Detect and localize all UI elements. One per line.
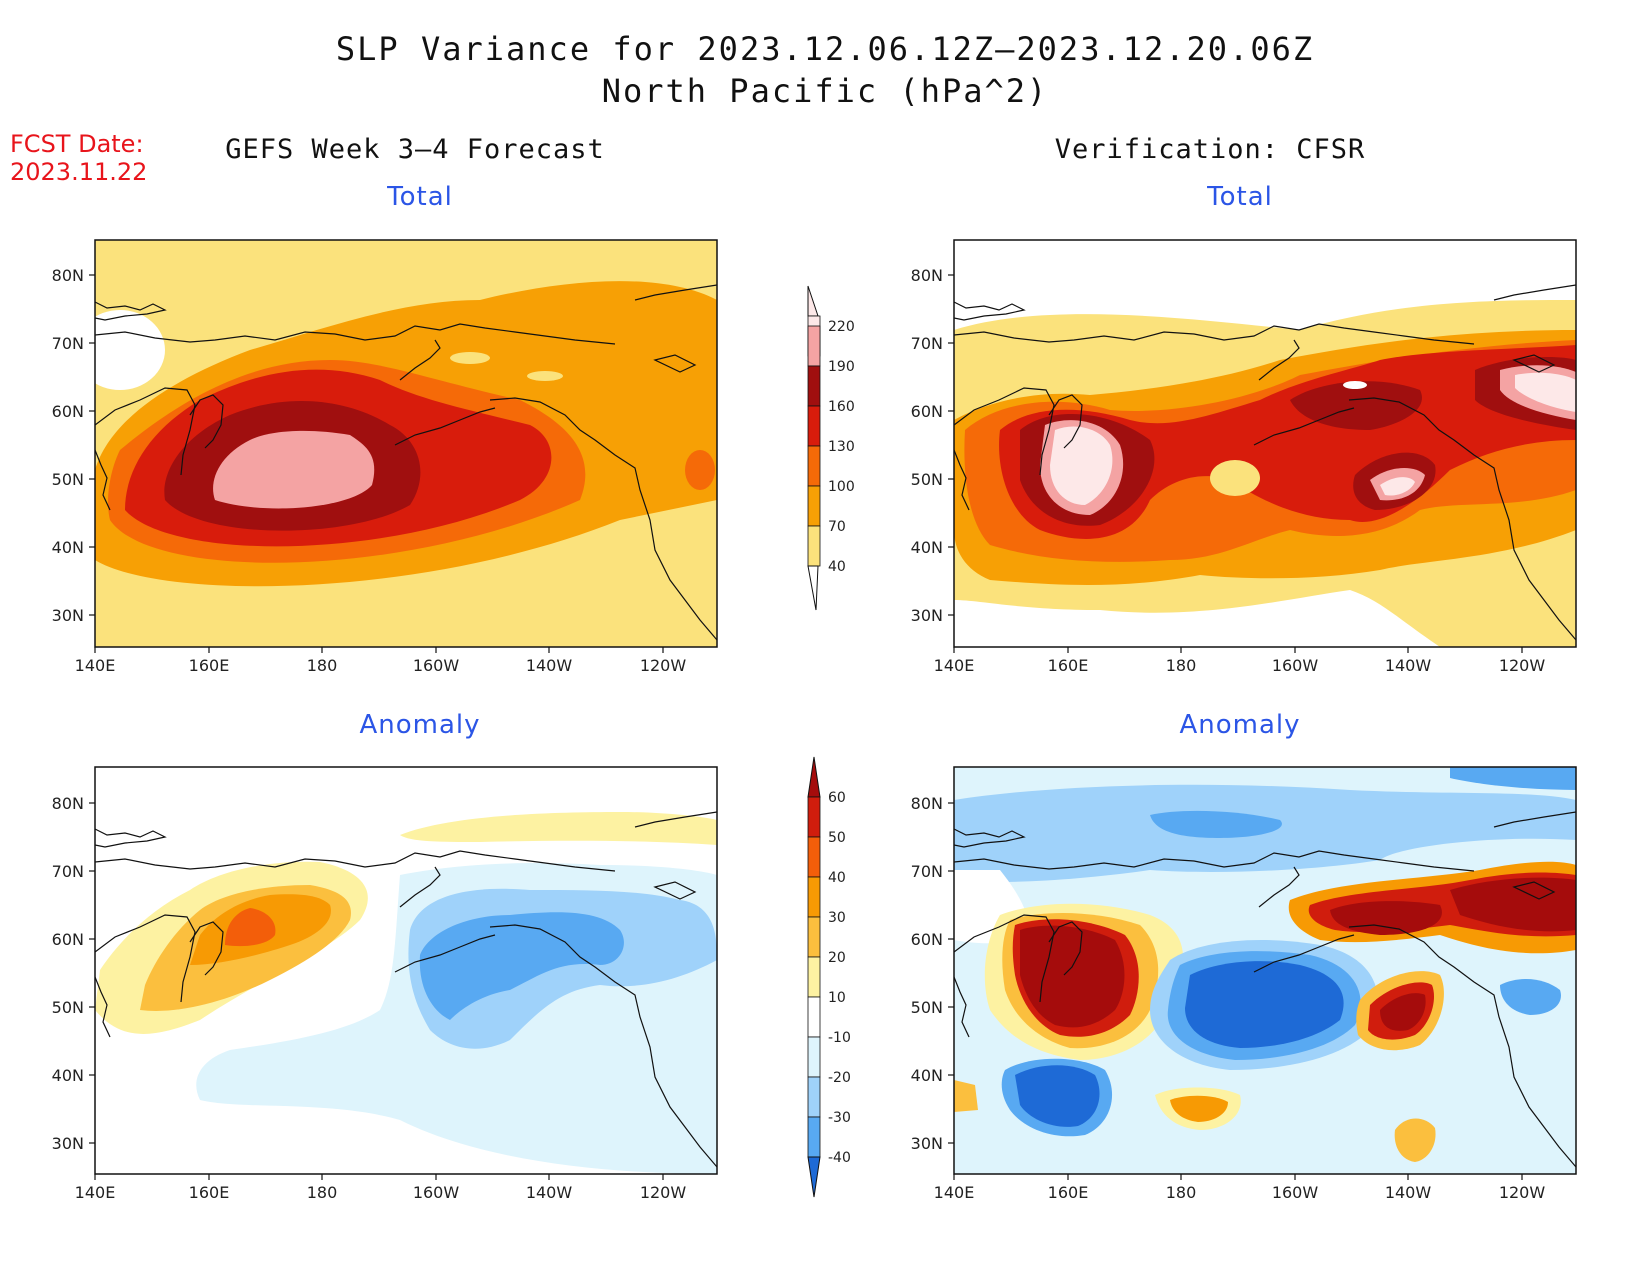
- map-panel-forecast-total: [95, 240, 717, 647]
- colorbar-total-label: 160: [828, 399, 855, 415]
- lat-label: 60N: [911, 402, 943, 421]
- lon-label: 140E: [934, 1183, 975, 1202]
- left-column-title: GEFS Week 3–4 Forecast: [225, 134, 605, 165]
- lat-label: 70N: [52, 334, 84, 353]
- right-column-title: Verification: CFSR: [1054, 134, 1366, 165]
- fcst-date: 2023.11.22: [10, 158, 148, 186]
- colorbar-anomaly-label: -30: [828, 1110, 851, 1126]
- colorbar-total-label: 190: [828, 359, 855, 375]
- lat-label: 80N: [911, 266, 943, 285]
- lon-label: 140E: [75, 1183, 116, 1202]
- top-left-subtitle: Total: [387, 182, 453, 212]
- map-panel-verification-anomaly: [954, 767, 1576, 1174]
- lon-label: 140W: [1385, 1183, 1432, 1202]
- top-right-subtitle: Total: [1207, 182, 1273, 212]
- colorbar-total: 220 190 160 130 100 70 40: [807, 285, 855, 611]
- lat-label: 50N: [52, 470, 84, 489]
- colorbar-total-label: 70: [828, 519, 846, 535]
- figure-title-line2: North Pacific (hPa^2): [601, 72, 1049, 110]
- colorbar-anomaly: 60 50 40 30 20 10 -10 -20 -30 -40: [807, 756, 851, 1198]
- colorbar-anomaly-label: -10: [828, 1030, 851, 1046]
- colorbar-anomaly-label: 30: [828, 910, 846, 926]
- map-frame-bottom-right: [953, 766, 1577, 1175]
- lon-label: 160E: [189, 1183, 230, 1202]
- lon-label: 160E: [1048, 656, 1089, 675]
- lat-label: 80N: [52, 794, 84, 813]
- lat-label: 80N: [52, 266, 84, 285]
- map-frame-top-right: [953, 239, 1577, 648]
- lon-label: 160W: [413, 1183, 460, 1202]
- fcst-label: FCST Date:: [10, 130, 144, 158]
- map-frame-bottom-left: [94, 766, 718, 1175]
- colorbar-anomaly-label: 60: [828, 790, 846, 806]
- lat-label: 70N: [911, 334, 943, 353]
- lat-label: 50N: [911, 998, 943, 1017]
- bottom-right-subtitle: Anomaly: [1179, 710, 1301, 740]
- map-panel-verification-total: [954, 240, 1576, 647]
- lon-label: 140E: [75, 656, 116, 675]
- lat-label: 40N: [911, 538, 943, 557]
- map-frame-top-left: [94, 239, 718, 648]
- colorbar-anomaly-label: 40: [828, 870, 846, 886]
- lon-label: 120W: [1499, 656, 1546, 675]
- lat-label: 60N: [52, 402, 84, 421]
- colorbar-total-label: 100: [828, 479, 855, 495]
- figure-title-line1: SLP Variance for 2023.12.06.12Z–2023.12.…: [335, 30, 1315, 68]
- lat-label: 30N: [52, 606, 84, 625]
- colorbar-total-label: 40: [828, 559, 846, 575]
- colorbar-anomaly-label: 10: [828, 990, 846, 1006]
- lat-label: 30N: [52, 1134, 84, 1153]
- map-panel-forecast-anomaly: [95, 767, 717, 1174]
- colorbar-anomaly-label: 20: [828, 950, 846, 966]
- lon-label: 160E: [189, 656, 230, 675]
- lat-label: 60N: [52, 930, 84, 949]
- colorbar-total-label: 130: [828, 439, 855, 455]
- lon-label: 160E: [1048, 1183, 1089, 1202]
- lat-label: 40N: [52, 538, 84, 557]
- lon-label: 160W: [413, 656, 460, 675]
- lon-label: 160W: [1272, 1183, 1319, 1202]
- lat-label: 70N: [911, 862, 943, 881]
- colorbar-anomaly-label: -40: [828, 1150, 851, 1166]
- colorbar-total-label: 220: [828, 319, 855, 335]
- lon-label: 140E: [934, 656, 975, 675]
- colorbar-anomaly-label: 50: [828, 830, 846, 846]
- lon-label: 180: [307, 1183, 338, 1202]
- lat-label: 50N: [911, 470, 943, 489]
- lat-label: 40N: [911, 1066, 943, 1085]
- lat-label: 30N: [911, 606, 943, 625]
- lat-label: 30N: [911, 1134, 943, 1153]
- lon-label: 140W: [526, 656, 573, 675]
- colorbar-anomaly-label: -20: [828, 1070, 851, 1086]
- axis-ticks: [89, 274, 1523, 1180]
- lat-label: 60N: [911, 930, 943, 949]
- lon-label: 140W: [526, 1183, 573, 1202]
- lat-label: 70N: [52, 862, 84, 881]
- lon-label: 140W: [1385, 656, 1432, 675]
- lat-label: 80N: [911, 794, 943, 813]
- lon-label: 180: [307, 656, 338, 675]
- lat-label: 40N: [52, 1066, 84, 1085]
- lon-label: 120W: [1499, 1183, 1546, 1202]
- bottom-left-subtitle: Anomaly: [359, 710, 481, 740]
- lon-label: 120W: [640, 1183, 687, 1202]
- lon-label: 180: [1166, 656, 1197, 675]
- lon-label: 160W: [1272, 656, 1319, 675]
- lon-label: 180: [1166, 1183, 1197, 1202]
- lat-label: 50N: [52, 998, 84, 1017]
- lon-label: 120W: [640, 656, 687, 675]
